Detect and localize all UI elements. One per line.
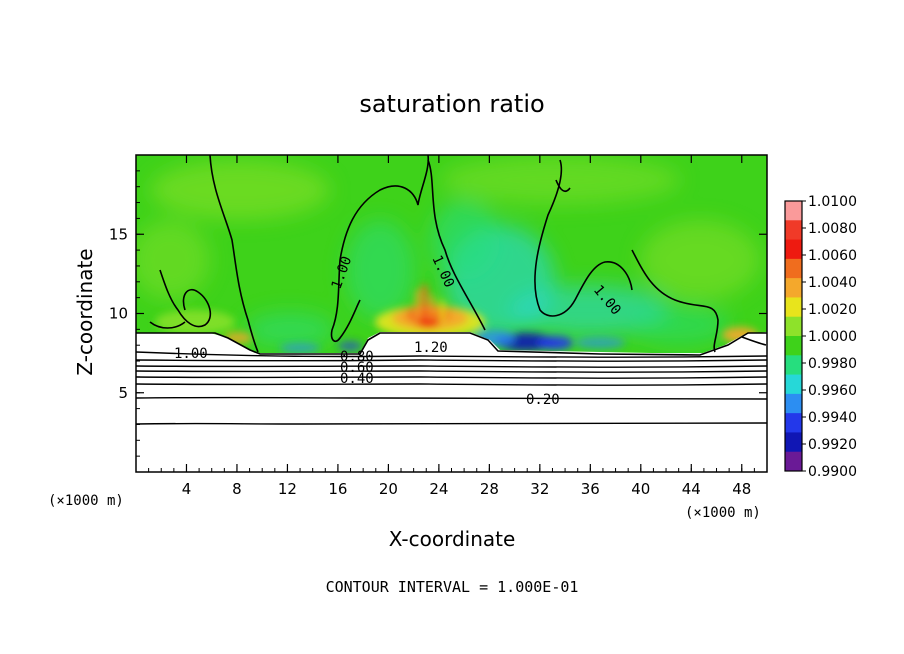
contour-label: 0.60 [340,360,374,376]
colorbar-swatch [785,413,802,433]
x-tick-label: 40 [631,480,650,498]
x-tick-label: 20 [379,480,398,498]
colorbar-label: 0.9920 [808,437,857,453]
x-tick-label: 32 [530,480,549,498]
y-tick-label: 5 [118,384,128,402]
x-tick-label: 4 [182,480,192,498]
x-unit-right: (×1000 m) [685,505,761,521]
colorbar-label: 1.0040 [808,275,857,291]
colorbar-swatch [785,451,802,472]
colorbar-swatch [785,258,802,279]
y-axis-label: Z-coordinate [73,248,97,375]
y-axis-ticks: 5 10 15 [109,170,767,457]
x-tick-label: 24 [429,480,448,498]
colorbar-swatch [785,297,802,318]
colorbar-swatch [785,316,802,337]
colorbar-label: 1.0080 [808,221,857,237]
y-tick-label: 10 [109,305,128,323]
colorbar-label: 0.9900 [808,464,857,480]
colorbar-swatch [785,432,802,453]
contour-label: 0.20 [526,392,560,408]
colorbar-label: 1.0020 [808,302,857,318]
colorbar-label: 0.9940 [808,410,857,426]
colorbar-swatch [785,201,802,221]
colorbar-swatch [785,374,802,395]
x-axis-label: X-coordinate [389,527,516,551]
contour-label: 0.40 [340,371,374,387]
colorbar: 1.0100 1.0080 1.0060 1.0040 1.0020 1.0000 0.99… [784,194,857,480]
contour-label: 0.80 [340,349,374,365]
colorbar-swatch [785,355,802,376]
colorbar-swatch [785,336,802,356]
colorbar-label: 0.9960 [808,383,857,399]
contour-label: 1.20 [414,340,448,356]
contour-interval-note: CONTOUR INTERVAL = 1.000E-01 [326,578,579,596]
colorbar-swatch [785,239,802,260]
x-tick-label: 44 [682,480,701,498]
chart-title: saturation ratio [359,90,544,118]
colorbar-swatch [785,278,802,298]
colorbar-swatch [785,393,802,414]
plot-area: 1.00 1.00 1.00 1.00 1.20 0.80 0.60 0.40 … [109,154,768,498]
contour-lines-lower [136,332,767,425]
color-variation-layer [136,155,760,348]
colorbar-swatch [785,220,802,241]
x-axis-ticks: 4 8 12 16 20 24 28 32 36 40 44 48 [148,155,755,498]
colorbar-label: 0.9980 [808,356,857,372]
x-tick-label: 12 [278,480,297,498]
x-tick-label: 8 [232,480,242,498]
x-tick-label: 28 [480,480,499,498]
colorbar-label: 1.0060 [808,248,857,264]
y-tick-label: 15 [109,225,128,243]
x-tick-label: 36 [581,480,600,498]
x-tick-label: 48 [732,480,751,498]
colorbar-label: 1.0000 [808,329,857,345]
contour-label: 1.00 [174,346,208,362]
x-tick-label: 16 [328,480,347,498]
cloud-top-structures [155,285,758,353]
x-unit-left: (×1000 m) [48,493,124,509]
contour-lines-upper [149,155,767,353]
colorbar-label: 1.0100 [808,194,857,210]
